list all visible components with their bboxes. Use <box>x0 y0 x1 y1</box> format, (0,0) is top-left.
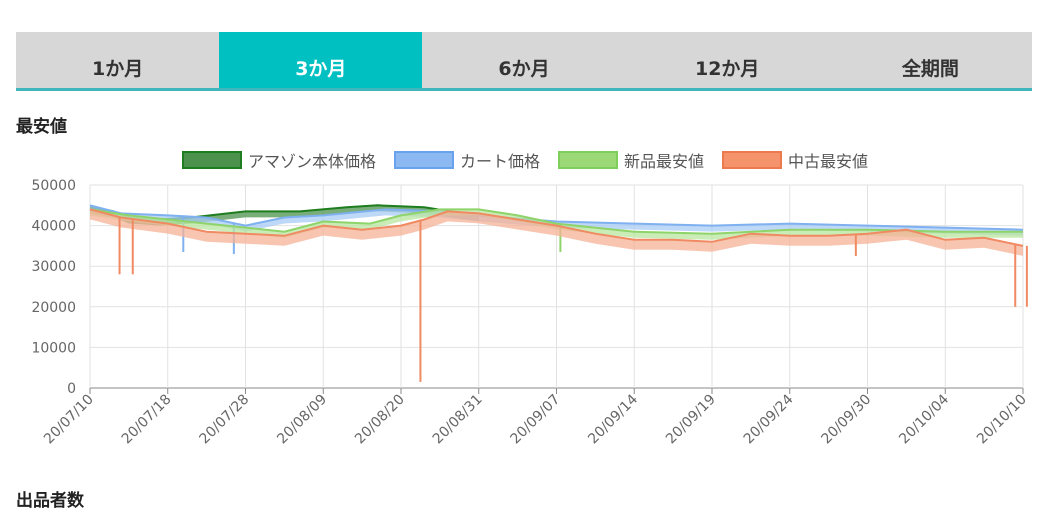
legend-item-new[interactable]: 新品最安値 <box>558 148 704 172</box>
legend-swatch-used <box>722 151 783 169</box>
legend-swatch-cart <box>393 151 454 169</box>
price-chart: 0 10000 20000 30000 40000 50000 20/07/10 20/07/… <box>31 178 1030 448</box>
x-tick-label: 20/09/14 <box>585 391 641 447</box>
legend-label-used: 中古最安値 <box>788 152 869 171</box>
legend-item-used[interactable]: 中古最安値 <box>722 148 868 172</box>
tab-6-months[interactable]: 6か月 <box>498 58 550 80</box>
lowest-price-title: 最安値 <box>16 117 67 137</box>
legend-item-amazon[interactable]: アマゾン本体価格 <box>181 148 376 172</box>
tab-12-months[interactable]: 12か月 <box>694 58 760 80</box>
x-tick-label: 20/09/24 <box>741 391 797 447</box>
chart-legend: アマゾン本体価格 カート価格 新品最安値 中古最安値 <box>0 148 1050 172</box>
y-tick-label: 40000 <box>31 219 76 235</box>
y-tick-label: 50000 <box>31 178 76 194</box>
legend-label-cart: カート価格 <box>459 152 540 171</box>
legend-label-new: 新品最安値 <box>624 152 705 171</box>
legend-swatch-new <box>558 151 618 169</box>
x-tick-label: 20/07/18 <box>119 392 175 448</box>
x-tick-label: 20/10/10 <box>974 392 1030 448</box>
x-tick-label: 20/07/10 <box>41 392 97 448</box>
x-tick-label: 20/09/07 <box>508 392 564 448</box>
x-tick-label: 20/10/04 <box>896 391 952 447</box>
tab-3-months[interactable]: 3か月 <box>219 32 423 88</box>
x-tick-label: 20/09/19 <box>663 392 719 448</box>
y-tick-label: 30000 <box>31 259 76 275</box>
series-area <box>90 209 1023 256</box>
legend-label-amazon: アマゾン本体価格 <box>247 152 376 171</box>
y-tick-label: 0 <box>67 381 76 397</box>
tab-all-period[interactable]: 全期間 <box>901 58 959 80</box>
series-line <box>89 208 1023 235</box>
tab-1-month[interactable]: 1か月 <box>91 58 144 80</box>
series-line <box>89 208 1024 247</box>
x-tick-label: 20/07/28 <box>197 392 253 448</box>
x-tick-label: 20/08/31 <box>430 392 486 448</box>
y-tick-label: 10000 <box>31 340 76 356</box>
seller-count-title: 出品者数 <box>16 491 84 511</box>
series-area <box>90 205 1023 236</box>
x-tick-label: 20/09/30 <box>819 392 875 448</box>
x-tick-label: 20/08/09 <box>274 392 330 448</box>
period-tabs: 1か月 3か月 6か月 12か月 全期間 <box>16 32 1032 91</box>
legend-item-cart[interactable]: カート価格 <box>393 148 540 172</box>
x-tick-label: 20/08/20 <box>352 392 408 448</box>
legend-swatch-amazon <box>181 151 242 169</box>
y-tick-label: 20000 <box>31 300 76 316</box>
chart-series <box>89 204 1028 382</box>
